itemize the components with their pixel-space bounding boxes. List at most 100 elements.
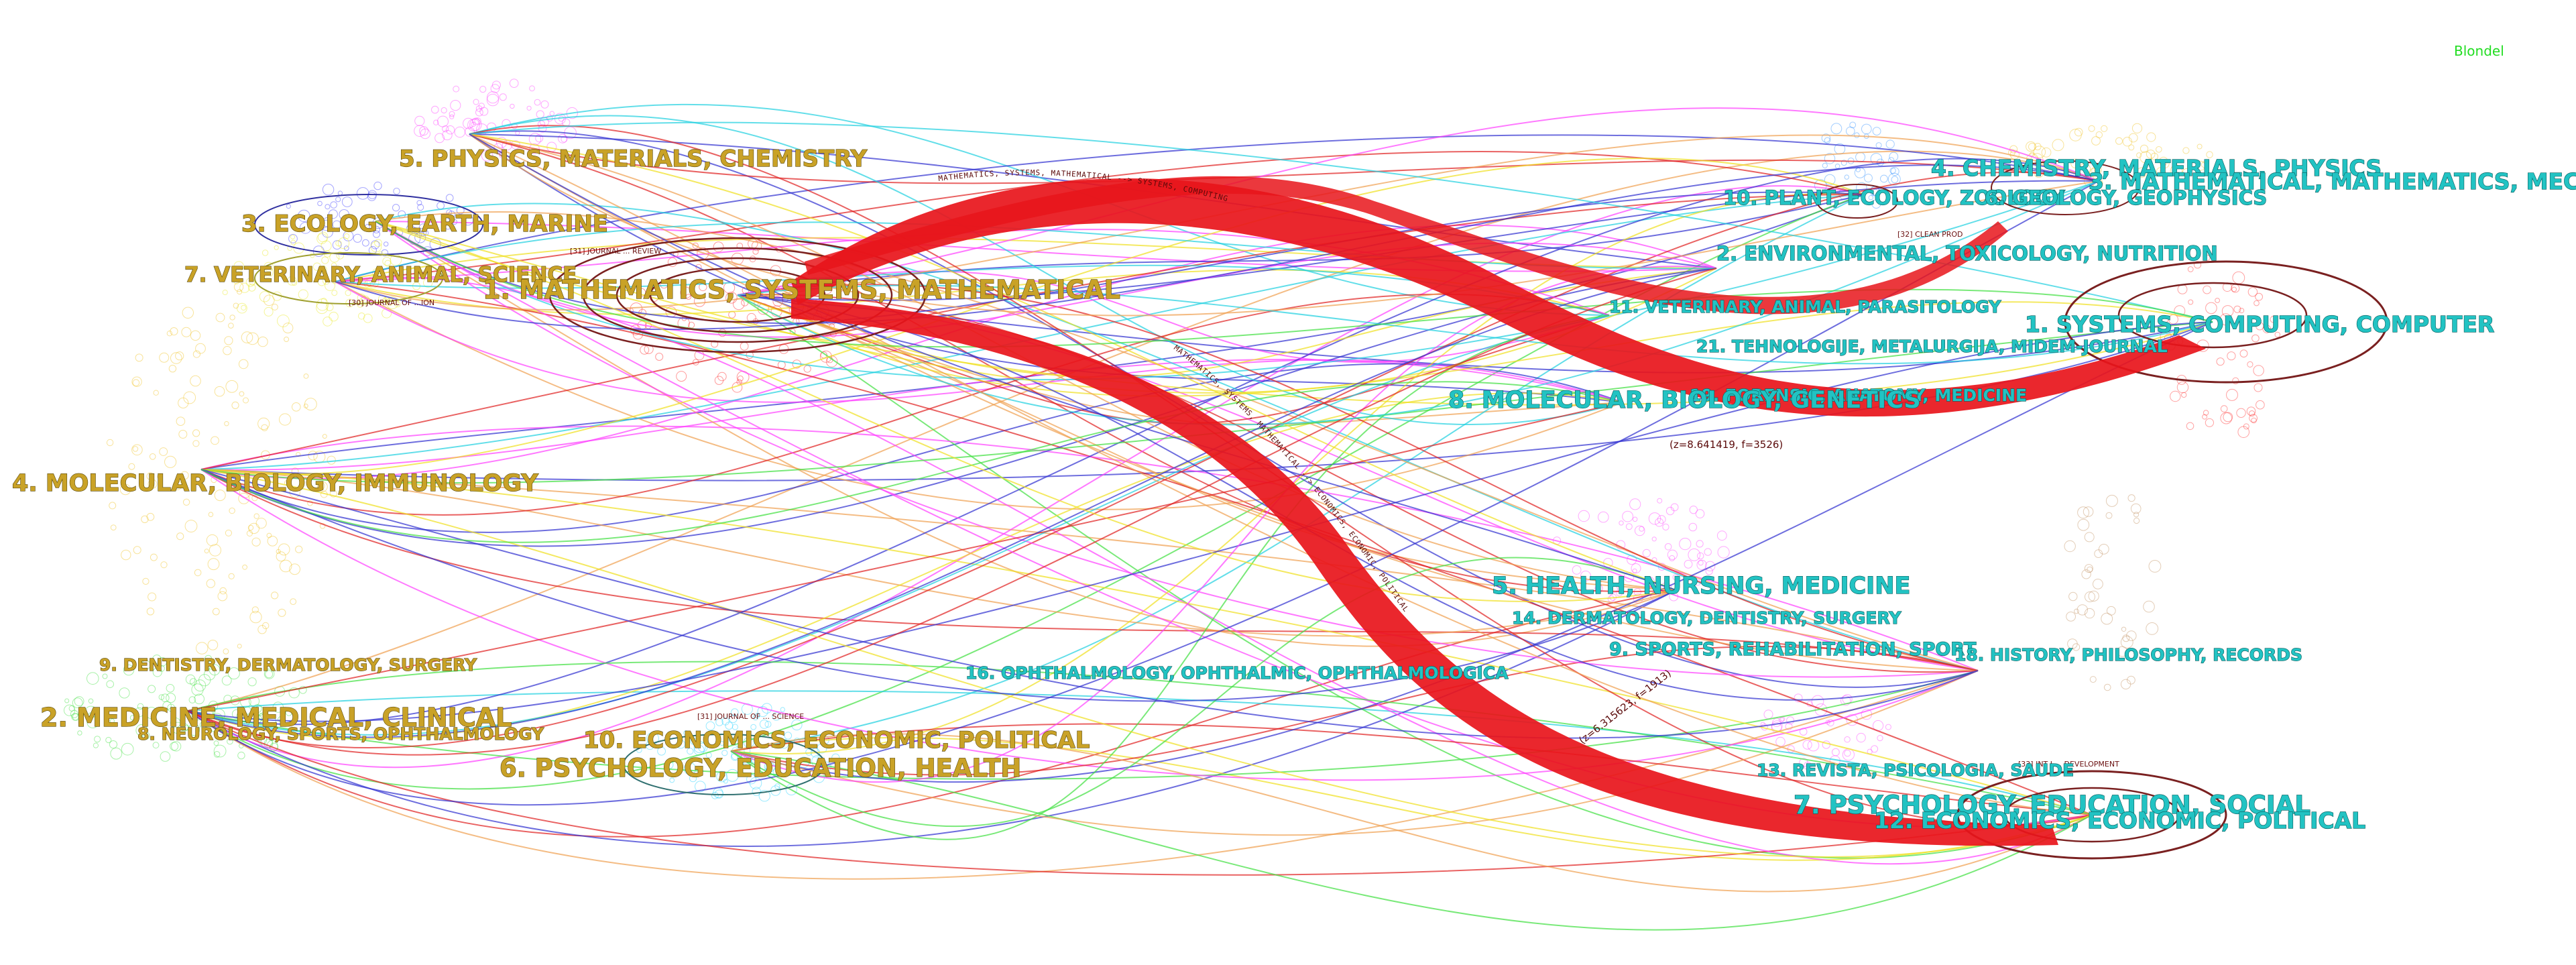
journal-node xyxy=(2170,390,2181,402)
journal-node xyxy=(94,736,101,743)
journal-node xyxy=(2052,139,2064,152)
journal-node xyxy=(1830,123,1842,135)
journal-node xyxy=(146,472,154,480)
journal-node xyxy=(1655,518,1664,527)
journal-node xyxy=(161,693,170,702)
journal-node xyxy=(449,114,455,119)
journal-node xyxy=(242,564,248,570)
journal-node xyxy=(2106,606,2116,616)
citation-curve xyxy=(737,180,2099,426)
citation-curve xyxy=(187,172,2099,749)
journal-node xyxy=(290,598,297,605)
journal-node xyxy=(145,707,158,720)
journal-node xyxy=(221,675,232,686)
journal-node xyxy=(2026,141,2036,152)
journal-node xyxy=(2066,612,2076,622)
flow-to-systems xyxy=(791,178,2206,417)
journal-node xyxy=(1786,716,1795,725)
journal-node xyxy=(2127,675,2135,685)
journal-node xyxy=(420,128,431,139)
journal-node xyxy=(2177,284,2188,294)
journal-node xyxy=(335,240,342,247)
journal-node xyxy=(168,365,177,373)
journal-node xyxy=(2205,302,2217,315)
journal-node xyxy=(176,532,184,541)
journal-node xyxy=(467,119,480,131)
journal-node xyxy=(2028,143,2036,151)
citation-curve xyxy=(200,469,1979,739)
journal-node xyxy=(473,99,479,105)
journal-node xyxy=(454,126,465,138)
journal-node xyxy=(450,100,461,111)
citation-curve xyxy=(335,134,2099,282)
journal-node xyxy=(384,241,389,247)
citation-curve xyxy=(200,469,1979,671)
journal-node xyxy=(1785,722,1793,730)
journal-node xyxy=(1871,745,1879,753)
journal-node xyxy=(191,683,204,696)
journal-node xyxy=(146,512,155,521)
journal-node xyxy=(134,707,145,718)
journal-node xyxy=(1802,740,1812,750)
citation-curve xyxy=(335,264,1610,316)
journal-node xyxy=(431,105,439,114)
journal-node xyxy=(690,737,698,745)
citation-curve xyxy=(200,469,1677,637)
left-label-medicine: 2. MEDICINE, MEDICAL, CLINICAL xyxy=(40,703,512,732)
journal-node xyxy=(2091,166,2101,176)
journal-node xyxy=(479,107,489,116)
cluster-ellipses xyxy=(254,160,2388,860)
journal-node xyxy=(465,127,475,137)
journal-node xyxy=(1619,520,1624,526)
journal-node xyxy=(325,280,336,291)
journal-node xyxy=(102,673,108,679)
journal-node xyxy=(160,561,168,569)
journal-node xyxy=(322,434,327,439)
citation-curve xyxy=(187,180,2099,806)
journal-node xyxy=(2161,315,2169,323)
mini-label-d: [32] CLEAN PROD xyxy=(1897,230,1963,239)
journal-node xyxy=(698,742,708,752)
left-label-molecular: 4. MOLECULAR, BIOLOGY, IMMUNOLOGY xyxy=(12,470,538,497)
journal-node xyxy=(160,751,171,762)
right-label-environmental: 2. ENVIRONMENTAL, TOXICOLOGY, NUTRITION xyxy=(1716,242,2218,265)
journal-node xyxy=(1717,546,1730,559)
journal-node xyxy=(106,439,114,447)
journal-node xyxy=(1804,761,1812,771)
journal-node xyxy=(178,430,188,439)
journal-node xyxy=(316,233,328,244)
citation-curve xyxy=(469,133,2099,317)
journal-node xyxy=(2253,383,2263,392)
journal-node xyxy=(2262,325,2272,333)
journal-node xyxy=(1887,172,1901,186)
journal-node xyxy=(445,125,455,135)
journal-node xyxy=(414,125,426,137)
journal-node xyxy=(2122,634,2130,642)
journal-node xyxy=(110,747,123,760)
journal-node xyxy=(231,401,239,410)
journal-node xyxy=(233,282,244,292)
journal-node xyxy=(2146,132,2156,142)
journal-node xyxy=(184,520,198,532)
journal-node xyxy=(183,391,196,404)
journal-node xyxy=(180,471,189,480)
citation-curve xyxy=(187,670,1979,780)
journal-node xyxy=(1824,174,1836,186)
journal-node xyxy=(170,327,178,336)
journal-node xyxy=(72,713,80,721)
citation-curve xyxy=(375,180,2099,381)
journal-node xyxy=(171,722,184,734)
journal-node xyxy=(487,91,500,104)
citation-curve xyxy=(187,392,1623,740)
journal-node xyxy=(170,718,181,728)
journal-node xyxy=(204,655,213,663)
journal-node xyxy=(780,707,786,712)
journal-node xyxy=(1665,506,1675,516)
journal-node xyxy=(175,351,184,361)
journal-node xyxy=(646,732,659,745)
journal-node xyxy=(229,507,235,514)
journal-node xyxy=(2084,564,2093,573)
journal-node xyxy=(245,278,255,287)
journal-node xyxy=(1625,523,1633,530)
